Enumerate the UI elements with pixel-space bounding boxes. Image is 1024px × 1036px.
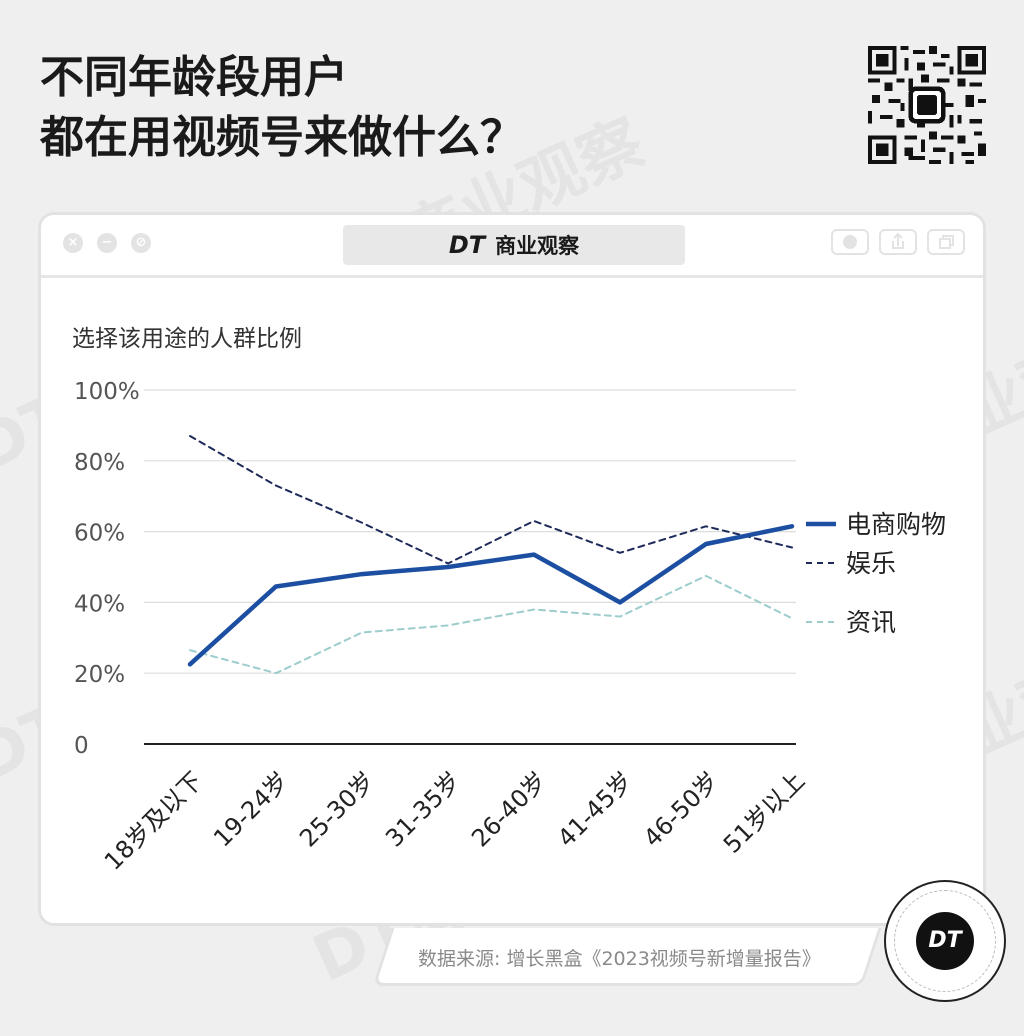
data-point [704,574,708,578]
y-tick-label: 60% [74,521,125,547]
title-line-1: 不同年龄段用户 [40,52,348,103]
dt-logo: DT [448,231,486,259]
data-point [360,521,364,525]
data-point [446,623,450,627]
copy-button[interactable] [927,229,965,255]
window-title-bar: × − ⊘ DT 商业观察 [41,215,983,278]
data-point [618,600,622,604]
dt-badge: DT [884,880,1006,1002]
record-button[interactable] [831,229,869,255]
legend-label: 资讯 [846,608,896,637]
data-point [618,615,622,619]
series-line-1 [189,435,793,565]
y-tick-label: 20% [74,662,125,688]
dt-badge-logo: DT [916,912,974,970]
brand-name: 商业观察 [495,234,580,258]
page-title: 不同年龄段用户 都在用视频号来做什么？ [40,48,524,168]
data-point [274,484,278,488]
qr-code-icon[interactable] [868,46,986,164]
data-point [188,648,192,652]
data-point [704,542,708,546]
data-point [790,546,794,550]
x-tick-label: 46-50岁 [638,766,724,852]
data-point [618,551,622,555]
data-point [274,671,278,675]
window-title: DT 商业观察 [343,225,685,265]
y-tick-label: 40% [74,591,125,617]
data-point [274,584,278,588]
series-line-2 [189,574,793,675]
badge-ring [894,890,996,992]
data-point [532,519,536,523]
x-tick-label: 19-24岁 [208,766,294,852]
data-point [360,630,364,634]
close-icon[interactable]: × [63,233,83,253]
y-tick-label: 80% [74,450,125,476]
chart-window: × − ⊘ DT 商业观察 [38,212,986,926]
x-tick-label: 51岁以上 [718,766,810,858]
y-axis-label: 选择该用途的人群比例 [72,326,302,352]
source-note: 数据来源: 增长黑盒《2023视频号新增量报告》 [418,948,821,970]
block-icon[interactable]: ⊘ [131,233,151,253]
data-point [790,616,794,620]
x-tick-label: 31-35岁 [380,766,466,852]
data-point [532,553,536,557]
data-point [446,565,450,569]
legend-label: 电商购物 [846,510,946,539]
share-icon [892,232,904,249]
x-tick-label: 41-45岁 [552,766,638,852]
copy-icon [939,235,954,249]
minimize-icon[interactable]: − [97,233,117,253]
y-tick-label: 0 [74,733,89,759]
data-point [188,662,192,666]
x-tick-label: 26-40岁 [466,766,552,852]
data-point [704,524,708,528]
y-tick-label: 100% [74,379,140,405]
data-point [360,572,364,576]
share-button[interactable] [879,229,917,255]
series-line-0 [187,524,795,667]
title-line-2: 都在用视频号来做什么？ [40,112,524,163]
x-tick-label: 18岁及以下 [99,766,208,875]
data-point [532,607,536,611]
data-point [188,434,192,438]
x-tick-label: 25-30岁 [294,766,380,852]
data-point [790,524,794,528]
legend-label: 娱乐 [846,549,896,578]
